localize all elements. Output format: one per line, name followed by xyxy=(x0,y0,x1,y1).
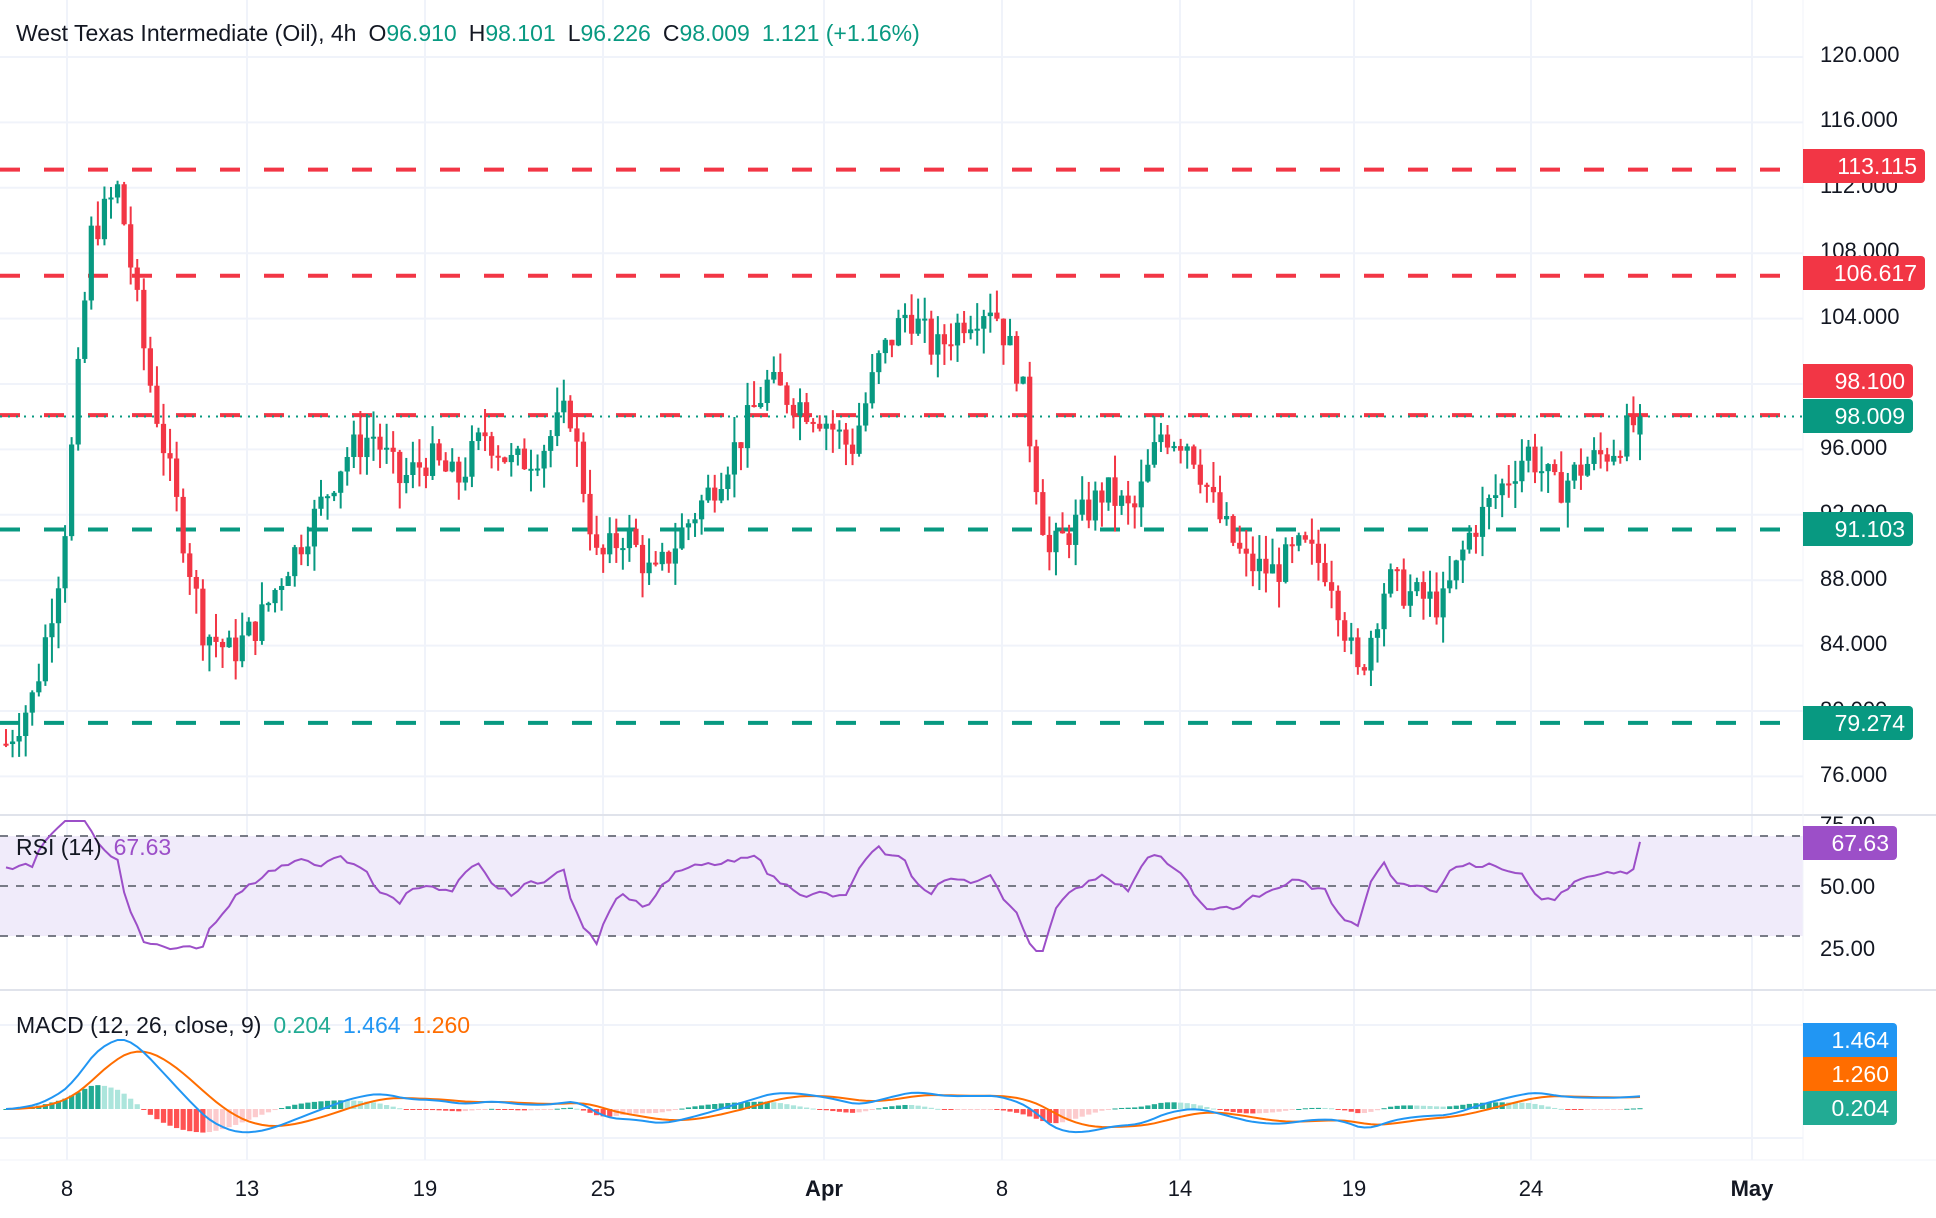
rsi-tick: 25.00 xyxy=(1820,936,1876,961)
change-value: 1.121 (+1.16%) xyxy=(761,20,920,46)
price-tick: 84.000 xyxy=(1820,631,1888,656)
price-tick: 116.000 xyxy=(1820,107,1898,132)
open-value: 96.910 xyxy=(386,20,457,46)
macd-pane xyxy=(0,1024,1803,1139)
symbol-legend[interactable]: West Texas Intermediate (Oil), 4h O 96.9… xyxy=(16,20,920,47)
rsi-label: RSI (14) xyxy=(16,834,102,860)
level-tag-91: 91.103 xyxy=(1803,512,1913,546)
level-tag-79: 79.274 xyxy=(1803,706,1913,740)
macd-histogram-value: 0.204 xyxy=(273,1012,331,1038)
date-tick: 24 xyxy=(1518,1176,1544,1201)
macd-line-tag: 1.464 xyxy=(1803,1023,1897,1057)
macd-legend[interactable]: MACD (12, 26, close, 9) 0.204 1.464 1.26… xyxy=(16,1012,470,1039)
low-label: L xyxy=(567,20,581,46)
price-tick: 104.000 xyxy=(1820,304,1900,329)
price-tick: 96.000 xyxy=(1820,435,1888,460)
close-label: C xyxy=(662,20,680,46)
date-tick: 8 xyxy=(60,1176,74,1201)
date-tick: 19 xyxy=(1341,1176,1367,1201)
high-label: H xyxy=(468,20,486,46)
date-tick: 13 xyxy=(234,1176,260,1201)
horizontal-levels xyxy=(0,167,1803,725)
rsi-pane xyxy=(0,820,1803,952)
level-tag-113: 113.115 xyxy=(1803,149,1925,183)
price-tick: 120.000 xyxy=(1820,42,1900,67)
date-tick: 8 xyxy=(995,1176,1009,1201)
month-tick-april: Apr xyxy=(805,1176,843,1201)
rsi-value-tag: 67.63 xyxy=(1803,826,1897,860)
date-tick: 19 xyxy=(412,1176,438,1201)
high-value: 98.101 xyxy=(485,20,556,46)
month-tick-may: May xyxy=(1730,1176,1774,1201)
macd-signal-value: 1.260 xyxy=(412,1012,471,1038)
rsi-tick: 75.00 xyxy=(1820,812,1875,824)
low-value: 96.226 xyxy=(580,20,651,46)
open-label: O xyxy=(368,20,387,46)
date-tick: 25 xyxy=(590,1176,616,1201)
price-tick: 88.000 xyxy=(1820,566,1888,591)
last-price-tag: 98.009 xyxy=(1803,399,1913,433)
rsi-tick: 50.00 xyxy=(1820,874,1876,899)
close-value: 98.009 xyxy=(679,20,750,46)
rsi-legend[interactable]: RSI (14) 67.63 xyxy=(16,834,171,861)
level-tag-106: 106.617 xyxy=(1803,256,1925,290)
date-tick: 14 xyxy=(1167,1176,1193,1201)
rsi-value: 67.63 xyxy=(113,834,172,860)
level-tag-98-100: 98.100 xyxy=(1803,364,1913,398)
macd-line-value: 1.464 xyxy=(342,1012,401,1038)
price-tick: 76.000 xyxy=(1820,762,1888,787)
macd-histogram-tag: 0.204 xyxy=(1803,1091,1897,1125)
grid-lines xyxy=(0,0,1803,1160)
candlestick-series xyxy=(3,180,1643,758)
macd-signal-tag: 1.260 xyxy=(1803,1057,1897,1091)
symbol-title: West Texas Intermediate (Oil), 4h xyxy=(16,20,357,46)
macd-label: MACD (12, 26, close, 9) xyxy=(16,1012,262,1038)
